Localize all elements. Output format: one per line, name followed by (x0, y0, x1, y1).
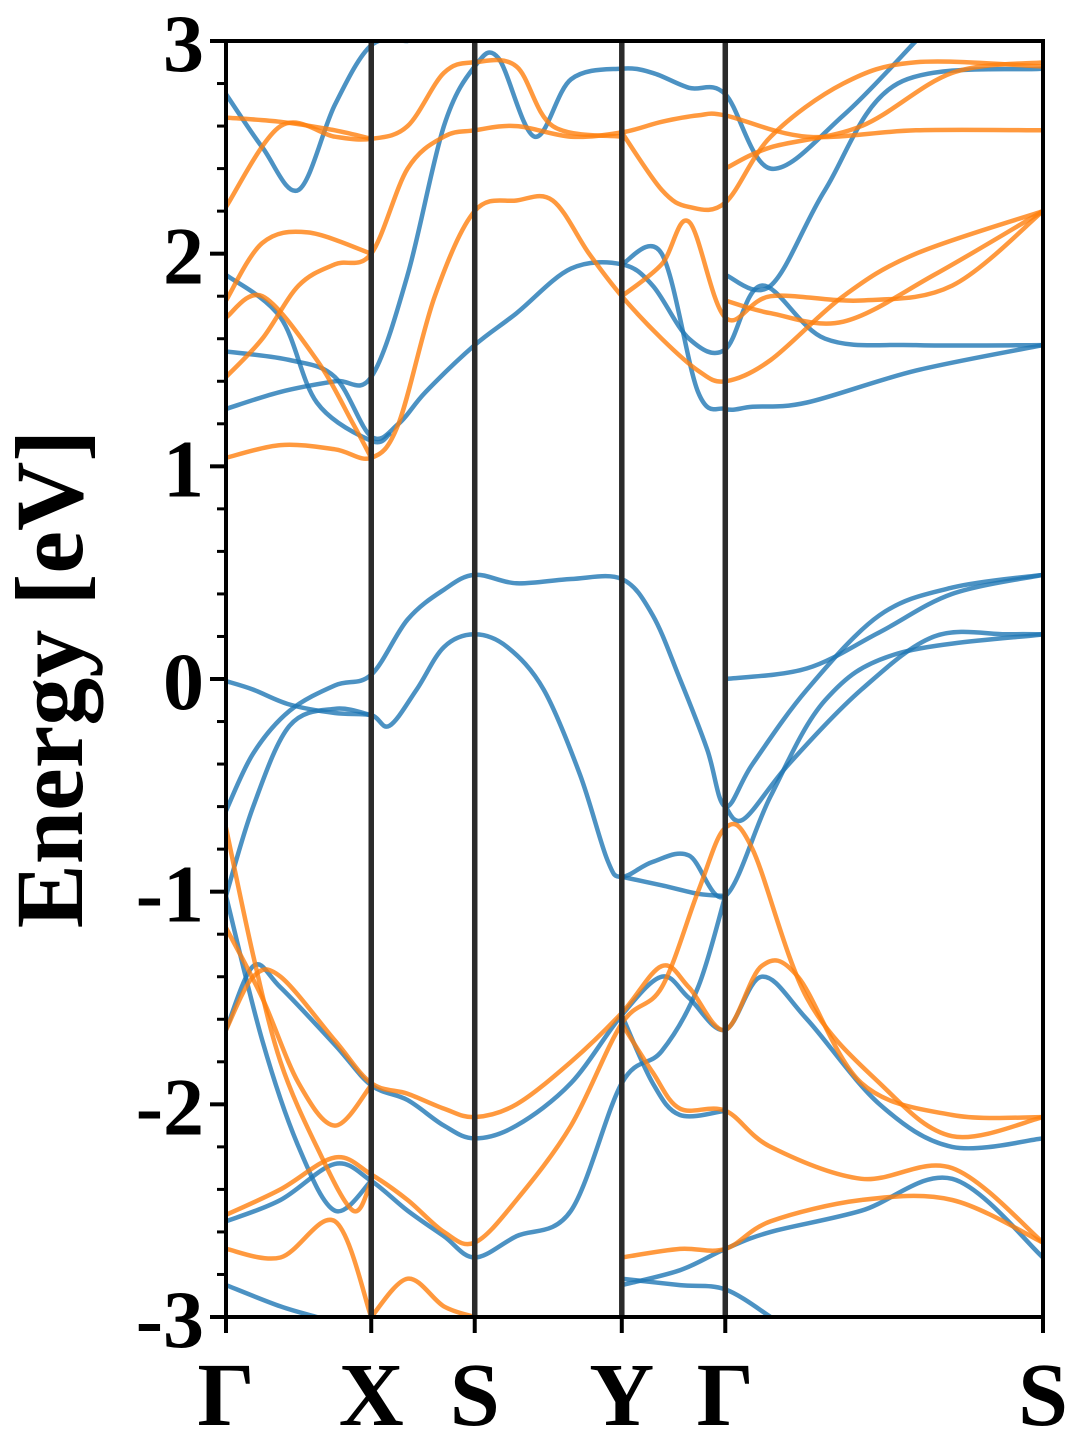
band-line (619, 1193, 1043, 1260)
band-line (226, 893, 374, 1214)
band-line (619, 243, 1043, 413)
band-line (619, 1175, 1043, 1288)
band-line (226, 115, 374, 142)
band-line (226, 229, 374, 303)
y-tick-label: 1 (163, 423, 204, 514)
band-line (226, 825, 374, 1214)
band-line (226, 706, 374, 899)
band-line (368, 1276, 477, 1317)
band-line (226, 925, 374, 1128)
band-line (226, 292, 374, 461)
y-tick-label: 3 (163, 0, 204, 89)
y-tick-label: -3 (136, 1274, 204, 1365)
band-line (619, 1276, 773, 1317)
x-tick-label: Γ (197, 1346, 254, 1440)
band-line (723, 208, 1043, 326)
band-lines (226, 41, 1043, 1317)
band-line (619, 1021, 1043, 1245)
band-line (226, 272, 392, 445)
band-line (226, 1217, 374, 1317)
band-line (619, 874, 728, 899)
band-line (619, 208, 1043, 323)
band-line (619, 59, 1043, 213)
x-tick-label: Y (589, 1346, 654, 1440)
plot-frame (224, 39, 1045, 1319)
high-symmetry-lines (368, 41, 729, 1317)
y-tick-label: 2 (163, 211, 204, 302)
y-axis-ticks: -3 -2 -1 0 1 2 3 (136, 0, 226, 1365)
x-tick-label: Γ (697, 1346, 754, 1440)
y-axis-label: Energy [eV] (0, 430, 103, 929)
band-line (723, 629, 1043, 824)
band-line (226, 962, 1043, 1151)
y-tick-label: 0 (163, 636, 204, 727)
band-line (226, 1282, 320, 1317)
band-line (723, 60, 1043, 171)
y-tick-label: -2 (136, 1061, 204, 1152)
band-line (226, 41, 410, 194)
x-tick-label: X (339, 1346, 404, 1440)
band-line (226, 111, 1043, 380)
band-line (723, 572, 1043, 682)
band-line (226, 632, 1043, 900)
y-tick-label: -1 (136, 849, 204, 940)
x-tick-label: S (450, 1346, 500, 1440)
x-tick-label: S (1018, 1346, 1068, 1440)
band-line (226, 893, 728, 1260)
